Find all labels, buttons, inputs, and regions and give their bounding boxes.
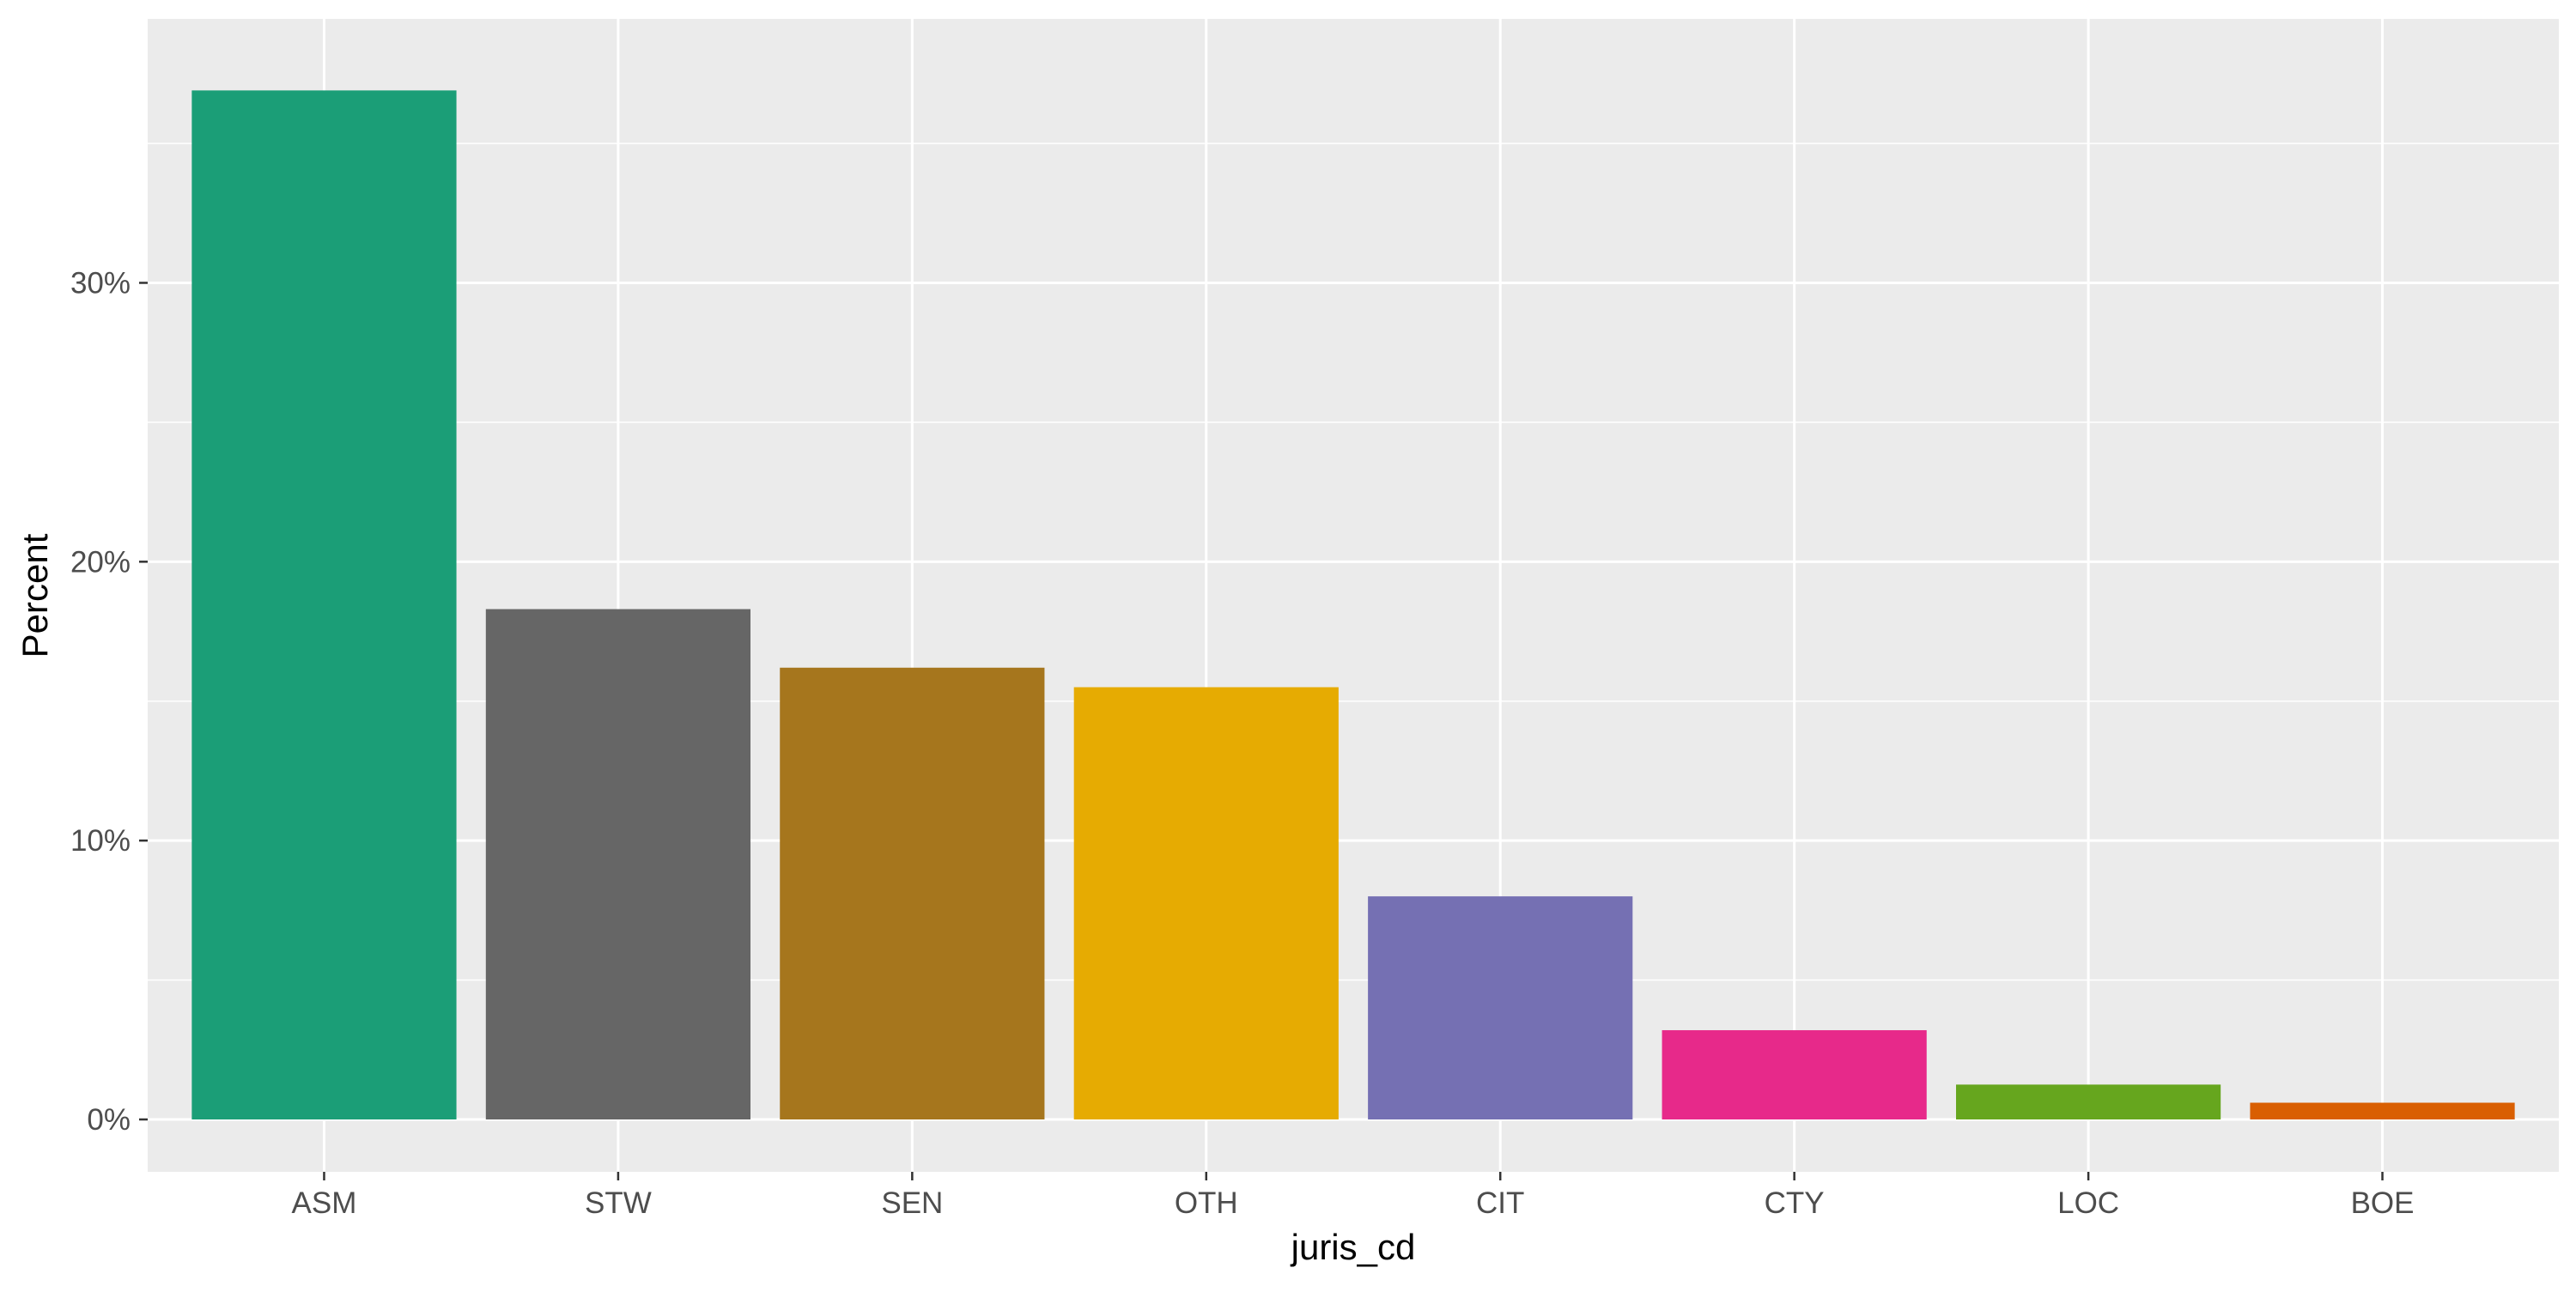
y-axis-title: Percent [15,533,55,658]
bar-asm [191,90,457,1119]
x-tick-label: ASM [292,1186,357,1220]
x-tick-label: OTH [1175,1186,1238,1220]
x-tick-label: SEN [881,1186,943,1220]
x-tick-label: BOE [2351,1186,2415,1220]
bar-oth [1073,687,1339,1119]
x-tick-label: CIT [1476,1186,1524,1220]
bars [191,90,2515,1119]
bar-cit [1368,896,1633,1119]
x-tick-label: CTY [1765,1186,1825,1220]
bar-stw [485,609,750,1119]
bar-sen [780,667,1045,1119]
x-tick-label: LOC [2057,1186,2119,1220]
y-tick-label: 10% [70,824,131,858]
bar-cty [1662,1030,1927,1119]
x-tick-label: STW [585,1186,652,1220]
y-axis: 0% 10% 20% 30% [70,266,148,1137]
y-tick-label: 20% [70,545,131,579]
bar-loc [1956,1084,2221,1119]
y-tick-label: 0% [87,1103,131,1137]
bar-boe [2250,1102,2515,1119]
x-axis-title: juris_cd [1290,1227,1416,1267]
x-axis: ASM STW SEN OTH CIT CTY LOC BOE [292,1172,2415,1220]
y-tick-label: 30% [70,266,131,300]
